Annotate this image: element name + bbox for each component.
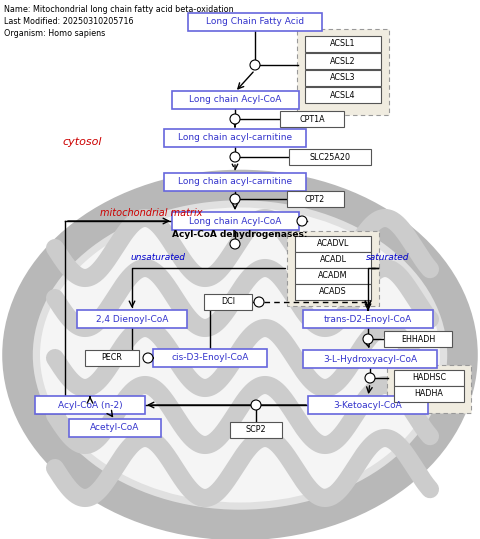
FancyBboxPatch shape [387, 365, 471, 413]
Ellipse shape [17, 185, 463, 525]
FancyBboxPatch shape [305, 70, 381, 86]
Text: Name: Mitochondrial long chain fatty acid beta-oxidation: Name: Mitochondrial long chain fatty aci… [4, 5, 234, 14]
FancyBboxPatch shape [305, 87, 381, 103]
Text: ACSL3: ACSL3 [330, 73, 356, 82]
Text: trans-D2-Enoyl-CoA: trans-D2-Enoyl-CoA [324, 314, 412, 323]
Circle shape [297, 216, 307, 226]
Text: Last Modified: 20250310205716: Last Modified: 20250310205716 [4, 17, 133, 26]
FancyBboxPatch shape [188, 13, 322, 31]
Circle shape [363, 334, 373, 344]
Circle shape [230, 194, 240, 204]
FancyBboxPatch shape [230, 422, 282, 438]
Text: Acetyl-CoA: Acetyl-CoA [90, 424, 140, 432]
Text: SCP2: SCP2 [246, 425, 266, 434]
FancyBboxPatch shape [384, 331, 452, 347]
FancyBboxPatch shape [164, 129, 306, 147]
FancyBboxPatch shape [297, 29, 389, 115]
Text: Long chain Acyl-CoA: Long chain Acyl-CoA [189, 95, 281, 105]
Text: CPT1A: CPT1A [299, 114, 325, 123]
FancyBboxPatch shape [69, 419, 161, 437]
Text: ACADS: ACADS [319, 287, 347, 296]
Text: PECR: PECR [102, 354, 122, 363]
Text: unsaturated: unsaturated [131, 253, 185, 262]
Text: HADHA: HADHA [415, 390, 444, 398]
Text: saturated: saturated [366, 253, 410, 262]
FancyBboxPatch shape [305, 36, 381, 52]
Text: 2,4 Dienoyl-CoA: 2,4 Dienoyl-CoA [96, 314, 168, 323]
FancyBboxPatch shape [295, 268, 371, 284]
Circle shape [254, 297, 264, 307]
Circle shape [365, 373, 375, 383]
Text: ACSL2: ACSL2 [330, 57, 356, 66]
Text: ACADM: ACADM [318, 272, 348, 280]
Text: 3-Ketoacyl-CoA: 3-Ketoacyl-CoA [334, 400, 402, 410]
Text: SLC25A20: SLC25A20 [310, 153, 350, 162]
Text: Long Chain Fatty Acid: Long Chain Fatty Acid [206, 17, 304, 26]
FancyBboxPatch shape [295, 284, 371, 300]
FancyBboxPatch shape [394, 386, 464, 402]
Ellipse shape [40, 208, 440, 502]
Text: DCI: DCI [221, 298, 235, 307]
Text: Long chain acyl-carnitine: Long chain acyl-carnitine [178, 134, 292, 142]
Text: HADHSC: HADHSC [412, 374, 446, 383]
Text: Long chain acyl-carnitine: Long chain acyl-carnitine [178, 177, 292, 186]
Text: ACADVL: ACADVL [317, 239, 349, 248]
FancyBboxPatch shape [204, 294, 252, 310]
Text: mitochondrial matrix: mitochondrial matrix [100, 208, 203, 218]
FancyBboxPatch shape [394, 370, 464, 386]
Text: ACADL: ACADL [320, 255, 347, 265]
FancyBboxPatch shape [287, 191, 344, 207]
Circle shape [230, 114, 240, 124]
FancyBboxPatch shape [280, 111, 344, 127]
FancyBboxPatch shape [85, 350, 139, 366]
FancyBboxPatch shape [287, 231, 379, 306]
FancyBboxPatch shape [77, 310, 187, 328]
Circle shape [250, 60, 260, 70]
FancyBboxPatch shape [289, 149, 371, 165]
FancyBboxPatch shape [295, 236, 371, 252]
Text: cis-D3-Enoyl-CoA: cis-D3-Enoyl-CoA [171, 354, 249, 363]
Text: CPT2: CPT2 [305, 195, 325, 204]
Text: Long chain Acyl-CoA: Long chain Acyl-CoA [189, 217, 281, 225]
Circle shape [251, 400, 261, 410]
Text: ACSL4: ACSL4 [330, 91, 356, 100]
FancyBboxPatch shape [308, 396, 428, 414]
FancyBboxPatch shape [303, 350, 437, 368]
FancyBboxPatch shape [164, 173, 306, 191]
Circle shape [230, 239, 240, 249]
Text: EHHADH: EHHADH [401, 335, 435, 343]
FancyBboxPatch shape [305, 53, 381, 69]
Text: 3-L-Hydroxyacyl-CoA: 3-L-Hydroxyacyl-CoA [323, 355, 417, 363]
Text: ACSL1: ACSL1 [330, 39, 356, 49]
FancyBboxPatch shape [295, 252, 371, 268]
Text: Acyl-CoA dehydrogenases:: Acyl-CoA dehydrogenases: [172, 230, 308, 239]
FancyBboxPatch shape [153, 349, 267, 367]
Text: Organism: Homo sapiens: Organism: Homo sapiens [4, 29, 105, 38]
Text: cytosol: cytosol [62, 137, 101, 147]
Text: Acyl-CoA (n-2): Acyl-CoA (n-2) [58, 400, 122, 410]
FancyBboxPatch shape [35, 396, 145, 414]
FancyBboxPatch shape [171, 212, 299, 230]
Circle shape [143, 353, 153, 363]
FancyBboxPatch shape [303, 310, 433, 328]
Circle shape [230, 152, 240, 162]
FancyBboxPatch shape [171, 91, 299, 109]
